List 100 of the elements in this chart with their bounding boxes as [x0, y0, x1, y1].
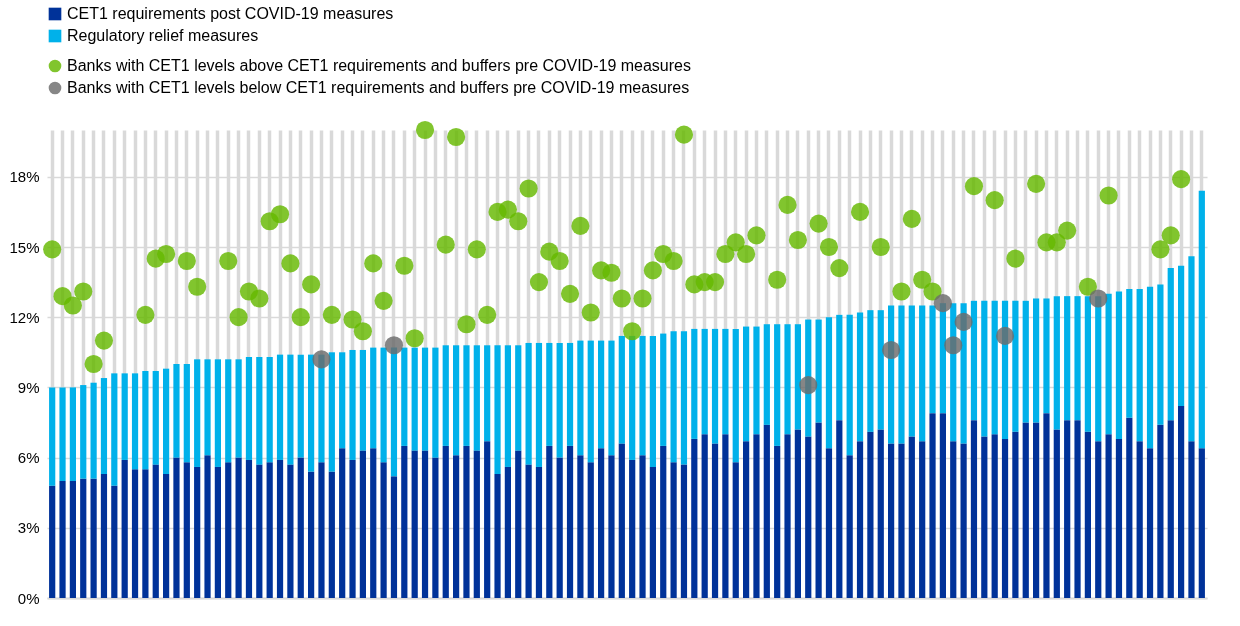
bar	[1105, 434, 1112, 598]
bar	[577, 340, 584, 456]
bar	[359, 349, 366, 451]
bar	[421, 347, 429, 451]
bar	[598, 340, 605, 449]
bar	[1126, 289, 1133, 418]
bar	[722, 328, 729, 435]
bar	[256, 464, 263, 598]
bar	[546, 342, 553, 446]
bar	[183, 364, 190, 463]
bar	[80, 478, 87, 598]
legend-label: CET1 requirements post COVID-19 measures	[67, 5, 394, 22]
bar	[856, 312, 864, 442]
bar	[815, 319, 822, 423]
bar	[111, 485, 118, 598]
point	[384, 336, 404, 355]
bar	[328, 352, 335, 472]
bar	[308, 471, 315, 598]
bar	[846, 314, 853, 456]
bar	[235, 457, 242, 598]
bar	[929, 305, 936, 414]
bar	[287, 464, 294, 598]
bar	[867, 431, 874, 598]
bar	[691, 328, 698, 439]
bar	[463, 445, 470, 598]
point	[882, 340, 901, 360]
bar	[1043, 413, 1050, 598]
bar	[339, 352, 346, 449]
bar	[1012, 300, 1019, 432]
bar	[898, 305, 905, 444]
bar	[836, 314, 843, 421]
bar	[670, 331, 677, 463]
bar	[535, 466, 543, 598]
bar	[1115, 291, 1123, 439]
bar	[929, 413, 936, 598]
bar	[1198, 448, 1205, 598]
bar	[711, 443, 719, 598]
bar	[660, 333, 667, 446]
bar	[131, 373, 139, 470]
bar	[950, 441, 957, 598]
bar	[836, 420, 843, 598]
bar	[1001, 438, 1009, 598]
bar	[649, 466, 656, 598]
y-tick-label: 18%	[9, 168, 40, 186]
bar	[1053, 429, 1060, 598]
bar	[463, 345, 470, 446]
bar	[1198, 190, 1205, 449]
bar	[618, 335, 625, 444]
bar	[722, 434, 729, 598]
bar	[1033, 422, 1040, 598]
bar	[680, 464, 688, 598]
bar	[1157, 424, 1164, 598]
bar	[111, 373, 118, 486]
bar	[1167, 268, 1174, 421]
bar	[297, 354, 304, 458]
point	[1089, 289, 1108, 308]
bar	[1105, 293, 1112, 435]
bar	[1022, 422, 1029, 598]
bar	[152, 371, 159, 465]
bar	[898, 443, 905, 598]
bar	[639, 455, 646, 598]
y-tick-label: 15%	[9, 238, 40, 256]
bar	[339, 448, 346, 598]
bar	[49, 485, 56, 598]
bar	[225, 462, 232, 598]
legend-label: Banks with CET1 levels above CET1 requirements and buffers pre COVID-19 measures	[67, 57, 691, 74]
bar	[504, 466, 511, 598]
bar	[525, 464, 532, 598]
bar	[856, 441, 864, 598]
bar	[411, 450, 418, 598]
bar	[691, 438, 698, 598]
bar	[1167, 420, 1174, 598]
bar	[453, 455, 460, 598]
bar	[421, 450, 429, 598]
bar	[214, 466, 221, 598]
bar	[680, 331, 688, 465]
bar	[214, 359, 221, 467]
bar	[90, 478, 97, 598]
bar	[649, 335, 656, 467]
bar	[711, 328, 719, 444]
bar	[484, 345, 491, 442]
bar	[991, 434, 998, 598]
bar	[908, 305, 915, 437]
bar	[287, 354, 294, 465]
bar	[245, 356, 253, 460]
bar	[204, 455, 211, 598]
bar	[701, 328, 708, 435]
y-tick-label: 6%	[17, 449, 40, 467]
y-tick-label: 3%	[17, 519, 40, 537]
y-tick-label: 9%	[17, 378, 40, 396]
bar	[753, 434, 760, 598]
bar	[825, 448, 833, 598]
bar	[370, 448, 377, 598]
bar	[919, 441, 926, 598]
bar	[401, 347, 408, 446]
bar	[484, 441, 491, 598]
bar	[69, 387, 76, 481]
point	[995, 326, 1015, 345]
bar	[69, 481, 76, 598]
bar	[266, 356, 273, 463]
